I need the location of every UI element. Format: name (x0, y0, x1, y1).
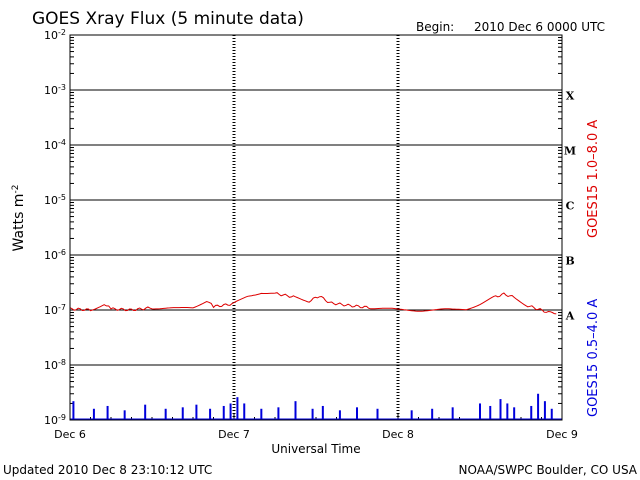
y-tick-label: 10-2 (44, 28, 66, 43)
flare-class-labels: X M C B A (564, 90, 576, 323)
credit-text: NOAA/SWPC Boulder, CO USA (459, 463, 638, 477)
flare-class-label: C (566, 200, 575, 213)
flare-class-label: A (565, 310, 575, 323)
grid-layer (69, 35, 563, 420)
x-tick-labels: Dec 6 Dec 7 Dec 8 Dec 9 (54, 428, 578, 441)
x-tick-label: Dec 8 (382, 428, 414, 441)
flare-class-label: X (566, 90, 575, 103)
y-tick-label: 10-6 (44, 248, 66, 263)
x-tick-label: Dec 9 (546, 428, 578, 441)
x-axis-label: Universal Time (271, 442, 360, 456)
y-tick-label: 10-3 (44, 83, 66, 98)
flare-class-label: M (564, 145, 576, 158)
updated-timestamp: Updated 2010 Dec 8 23:10:12 UTC (3, 463, 212, 477)
plot-frame (69, 34, 563, 421)
y-axis-label: Watts m-2 (11, 185, 27, 252)
legend-series-short: GOES15 0.5–4.0 A (586, 299, 601, 417)
legend-series-long: GOES15 1.0–8.0 A (586, 120, 601, 238)
begin-label: Begin: (416, 20, 454, 34)
series-line-long (69, 292, 557, 315)
x-tick-label: Dec 7 (218, 428, 250, 441)
y-tick-label: 10-7 (44, 303, 66, 318)
x-tick-label: Dec 6 (54, 428, 86, 441)
chart-title: GOES Xray Flux (5 minute data) (32, 9, 304, 29)
y-tick-labels: 10-2 10-3 10-4 10-5 10-6 10-7 10-8 10-9 (44, 28, 66, 428)
y-tick-label: 10-5 (44, 193, 66, 208)
y-tick-label: 10-4 (44, 138, 66, 153)
y-tick-label: 10-9 (44, 413, 66, 428)
svg-text:Watts m-2: Watts m-2 (11, 185, 27, 252)
flare-class-label: B (565, 255, 574, 268)
series-layer (69, 292, 562, 421)
begin-value: 2010 Dec 6 0000 UTC (474, 20, 605, 34)
y-tick-label: 10-8 (44, 358, 66, 373)
